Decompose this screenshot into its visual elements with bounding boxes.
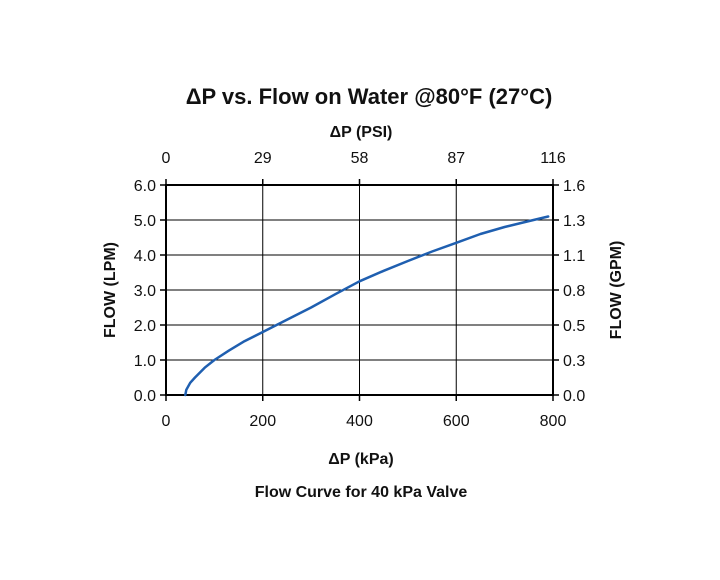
tick-labels: 0 0 200 29 400 58 600 87 800 116 0.0 0.0 1.0 0.3 2.0 0.… (134, 150, 586, 430)
x-tick-label: 600 (443, 413, 470, 430)
y-right-axis-title: FLOW (GPM) (608, 241, 625, 340)
x-tick-label: 400 (346, 413, 373, 430)
x-top-tick-label: 58 (351, 150, 369, 167)
y-tick-label: 3.0 (134, 283, 156, 300)
chart-title: ΔP vs. Flow on Water @80°F (27°C) (186, 84, 553, 109)
y-right-tick-label: 0.8 (563, 283, 585, 300)
y-right-tick-label: 0.5 (563, 318, 585, 335)
y-right-tick-label: 1.3 (563, 213, 585, 230)
y-right-tick-label: 0.3 (563, 353, 585, 370)
grid-lines (165, 184, 554, 396)
x-tick-label: 200 (249, 413, 276, 430)
y-right-tick-label: 1.1 (563, 248, 585, 265)
y-tick-label: 0.0 (134, 388, 156, 405)
x-tick-label: 0 (162, 413, 171, 430)
series-layer (184, 215, 550, 397)
x-top-tick-label: 29 (254, 150, 272, 167)
x-top-tick-label: 87 (447, 150, 465, 167)
y-tick-label: 4.0 (134, 248, 156, 265)
y-tick-label: 5.0 (134, 213, 156, 230)
y-right-tick-label: 0.0 (563, 388, 585, 405)
x-axis-title: ΔP (kPa) (328, 451, 393, 468)
chart-caption: Flow Curve for 40 kPa Valve (255, 484, 468, 501)
x-top-axis-title: ΔP (PSI) (330, 124, 393, 141)
y-tick-label: 1.0 (134, 353, 156, 370)
y-axis-title: FLOW (LPM) (102, 242, 119, 338)
y-tick-label: 2.0 (134, 318, 156, 335)
x-top-tick-label: 116 (540, 150, 566, 167)
y-right-tick-label: 1.6 (563, 178, 585, 195)
flow-curve-line (184, 215, 550, 397)
x-tick-label: 800 (540, 413, 567, 430)
y-tick-label: 6.0 (134, 178, 156, 195)
tick-marks (160, 179, 559, 401)
x-top-tick-label: 0 (162, 150, 171, 167)
